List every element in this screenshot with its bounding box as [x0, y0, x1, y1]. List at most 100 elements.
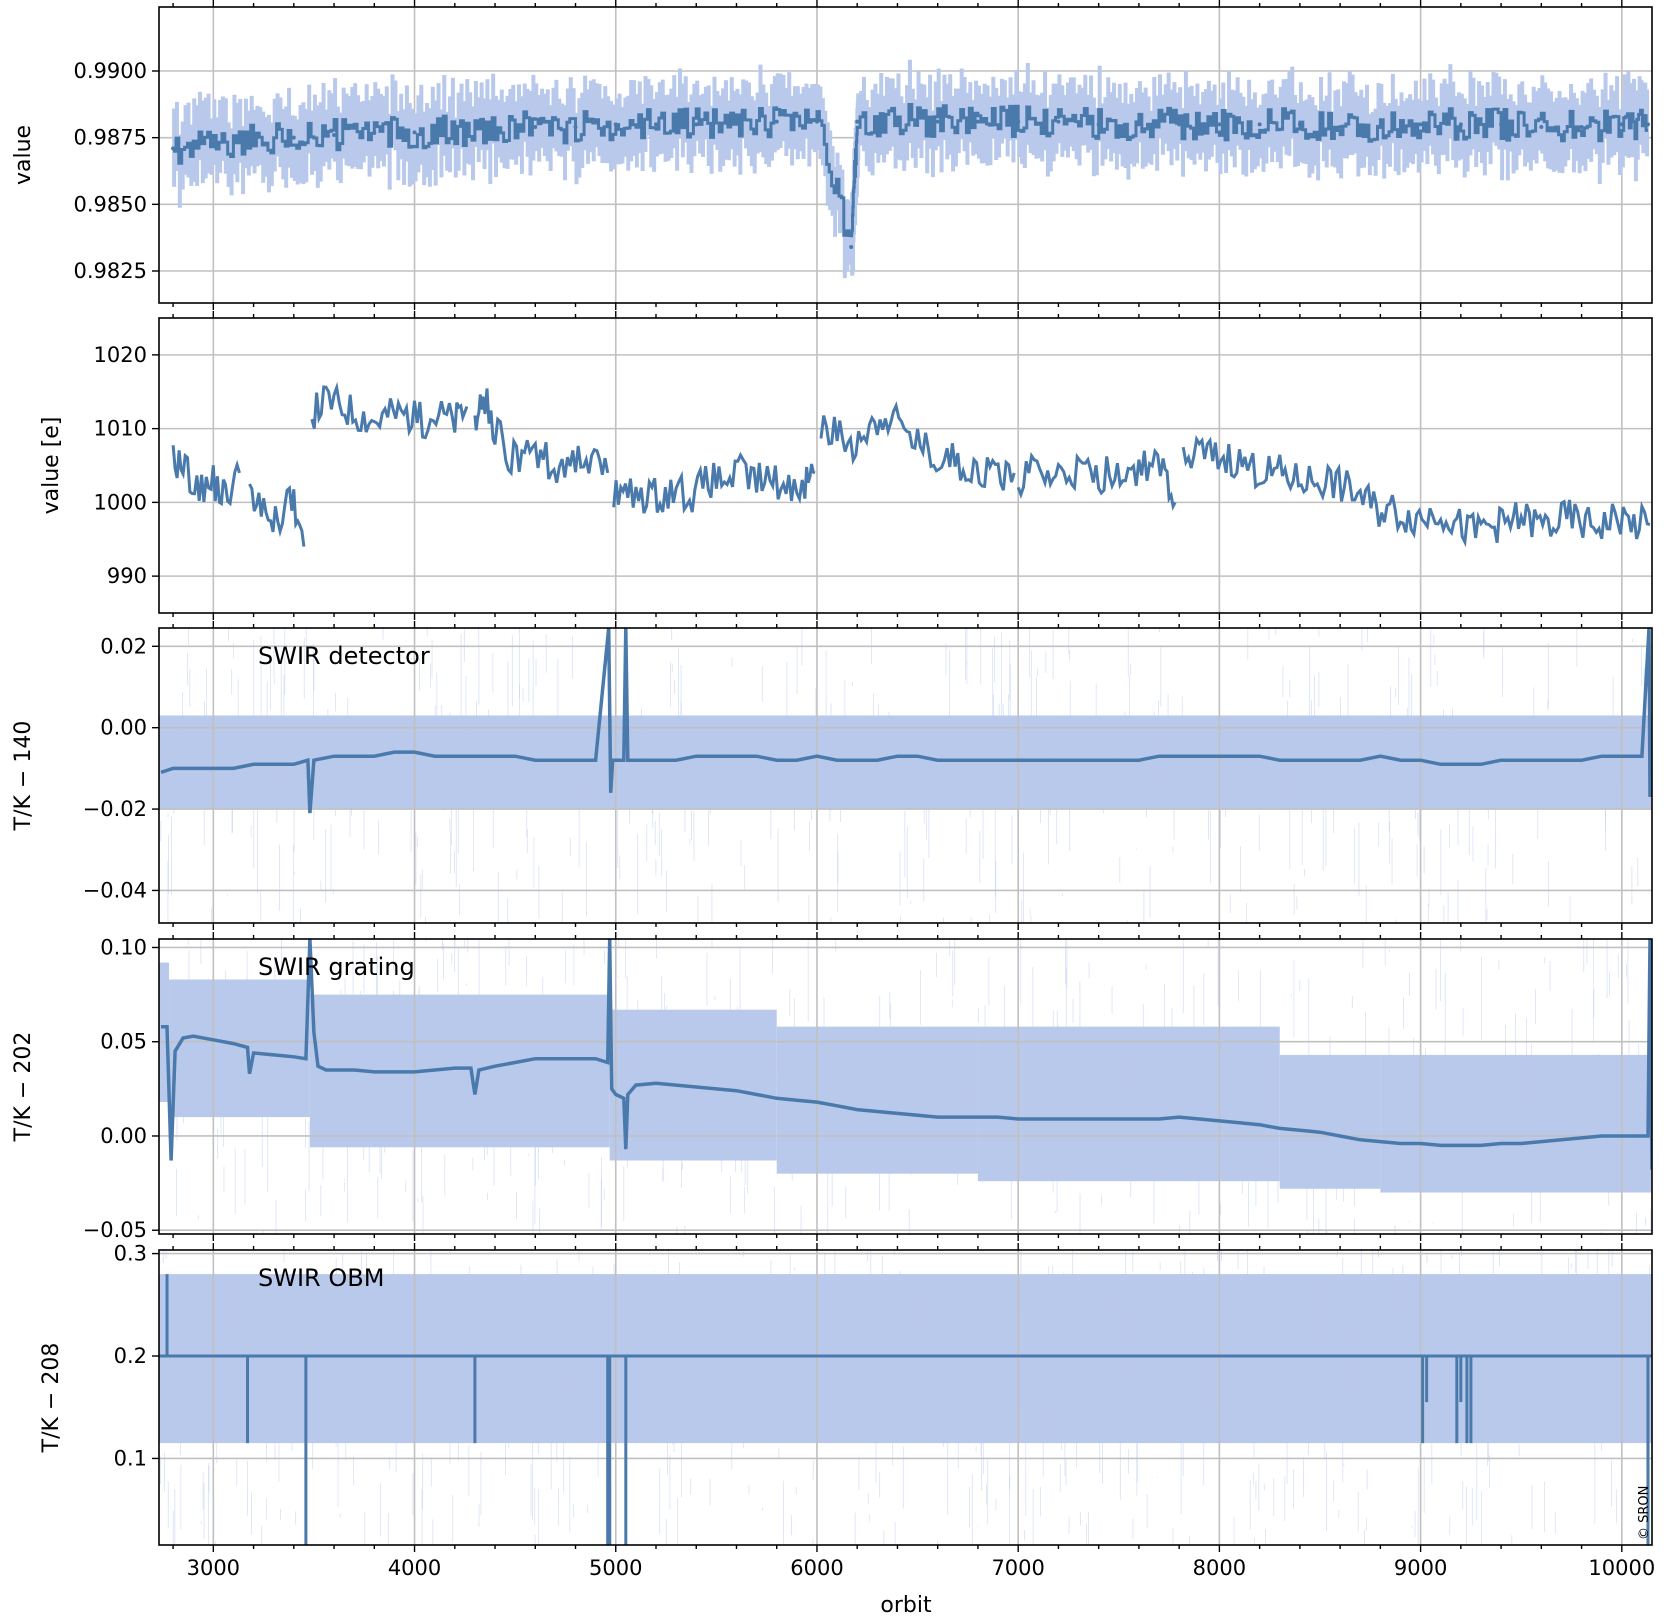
panel-annotation-3: SWIR detector	[258, 642, 430, 670]
data-point	[1297, 122, 1302, 127]
y-tick-label: −0.02	[83, 797, 147, 821]
data-point	[1136, 122, 1141, 127]
error-band-segment	[977, 1026, 1280, 1182]
plot-area-4	[159, 939, 1652, 1234]
ticks-4: −0.05 0.00 0.05 0.10	[83, 932, 1623, 1242]
data-point	[412, 130, 417, 135]
data-point	[251, 138, 256, 143]
series-segment	[1016, 447, 1177, 511]
x-tick-label: 6000	[790, 1556, 843, 1580]
y-tick-label: 1020	[94, 343, 147, 367]
data-point	[332, 133, 337, 137]
x-tick-label: 3000	[187, 1556, 240, 1580]
data-point	[1645, 122, 1650, 127]
data-point	[1016, 119, 1021, 124]
data-point	[533, 125, 538, 129]
data-point	[452, 127, 457, 132]
panel-2: 990 1000 1010 1020 value [e]	[39, 311, 1653, 620]
error-band-5	[159, 1250, 1652, 1545]
series-segment	[310, 381, 469, 440]
y-tick-label: −0.05	[83, 1218, 147, 1242]
y-tick-label: 1010	[94, 417, 147, 441]
data-point	[171, 146, 176, 151]
axes-frame-1	[158, 6, 1653, 304]
error-bars	[172, 59, 1650, 279]
y-tick-label: 1000	[94, 490, 147, 514]
copyright-notice: © SRON	[1637, 1486, 1652, 1540]
panel-3: −0.04 −0.02 0.00 0.02 T/K − 140 SWIR detector	[11, 621, 1653, 930]
error-band-3	[159, 628, 1652, 923]
series-line	[173, 103, 1648, 238]
panel-4: −0.05 0.00 0.05 0.10 T/K − 202 SWIR grating	[11, 932, 1653, 1242]
data-point	[814, 119, 819, 124]
panel-annotation-5: SWIR OBM	[258, 1264, 384, 1292]
data-point	[1458, 122, 1463, 127]
ticks-5: 0.1 0.2 0.3 3000 4000 5000 6000 7000 8000 9000 100…	[114, 1242, 1656, 1580]
y-tick-label: 0.10	[100, 935, 147, 959]
data-point	[1619, 122, 1624, 127]
y-axis-label-4: T/K − 202	[11, 1032, 36, 1143]
y-axis-label-3: T/K − 140	[11, 721, 36, 832]
y-axis-label-2: value [e]	[39, 417, 64, 515]
y-tick-label: 0.05	[100, 1030, 147, 1054]
data-point	[1539, 125, 1544, 129]
axes-frame-5	[158, 1249, 1653, 1546]
x-tick-label: 5000	[589, 1556, 642, 1580]
data-point	[493, 127, 498, 132]
plot-area-3	[159, 628, 1652, 923]
grid-4	[159, 939, 1652, 1234]
data-point	[372, 130, 377, 135]
y-tick-label: 0.1	[114, 1446, 147, 1470]
data-point	[1338, 125, 1343, 129]
plot-area-1	[159, 7, 1652, 303]
ticks-2: 990 1000 1010 1020	[94, 311, 1623, 620]
data-point	[613, 122, 618, 127]
ticks-3: −0.04 −0.02 0.00 0.02	[83, 621, 1623, 930]
y-tick-label: 0.00	[100, 1124, 147, 1148]
data-point	[1217, 122, 1222, 127]
data-point	[1418, 122, 1423, 127]
data-point	[694, 122, 699, 127]
series-line	[160, 628, 1652, 814]
y-tick-label: −0.04	[83, 878, 147, 902]
data-point	[734, 119, 739, 124]
y-tick-label: 0.2	[114, 1344, 147, 1368]
series-segment	[612, 451, 816, 514]
data-point	[849, 245, 854, 249]
error-band-4	[159, 939, 1652, 1234]
data-point	[211, 143, 216, 148]
y-axis-label-1: value	[11, 125, 36, 185]
data-point	[1257, 122, 1262, 127]
data-point	[573, 125, 578, 129]
plot-area-5	[159, 1250, 1652, 1545]
y-tick-label: 0.9825	[74, 259, 147, 283]
x-tick-label: 10000	[1588, 1556, 1655, 1580]
panel-5: 0.1 0.2 0.3 3000 4000 5000 6000 7000 8000 9000 100…	[39, 1242, 1656, 1580]
axes-frame-3	[158, 627, 1653, 924]
plot-area-2	[159, 318, 1652, 613]
series-segment	[473, 388, 610, 484]
x-tick-label: 4000	[388, 1556, 441, 1580]
error-band	[159, 715, 1652, 810]
data-point	[895, 117, 900, 121]
series-segment	[1181, 434, 1651, 548]
y-tick-label: 0.00	[100, 716, 147, 740]
x-tick-label: 7000	[991, 1556, 1044, 1580]
grid-2	[159, 318, 1652, 613]
panel-1: 0.9825 0.9850 0.9875 0.9900 value	[11, 0, 1653, 310]
error-band-segment	[169, 979, 310, 1118]
data-point	[935, 119, 940, 124]
data-point	[1056, 119, 1061, 124]
x-axis-label: orbit	[880, 1593, 932, 1618]
data-point	[774, 119, 779, 124]
data-point	[1177, 122, 1182, 127]
y-tick-label: 0.9850	[74, 192, 147, 216]
y-tick-label: 990	[107, 564, 147, 588]
data-point	[855, 119, 860, 124]
data-point	[653, 122, 658, 127]
series-line	[161, 939, 1652, 1170]
y-axis-label-5: T/K − 208	[39, 1343, 64, 1454]
series-segment	[171, 445, 241, 507]
data-point	[1378, 125, 1383, 129]
